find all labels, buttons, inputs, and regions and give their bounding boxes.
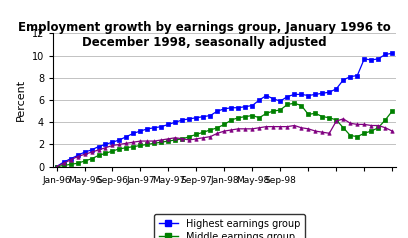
Y-axis label: Percent: Percent [16,79,26,121]
Legend: Highest earnings group, Middle earnings group, Lowest earnings group: Highest earnings group, Middle earnings … [154,214,305,238]
Text: Employment growth by earnings group, January 1996 to
December 1998, seasonally a: Employment growth by earnings group, Jan… [18,21,390,50]
